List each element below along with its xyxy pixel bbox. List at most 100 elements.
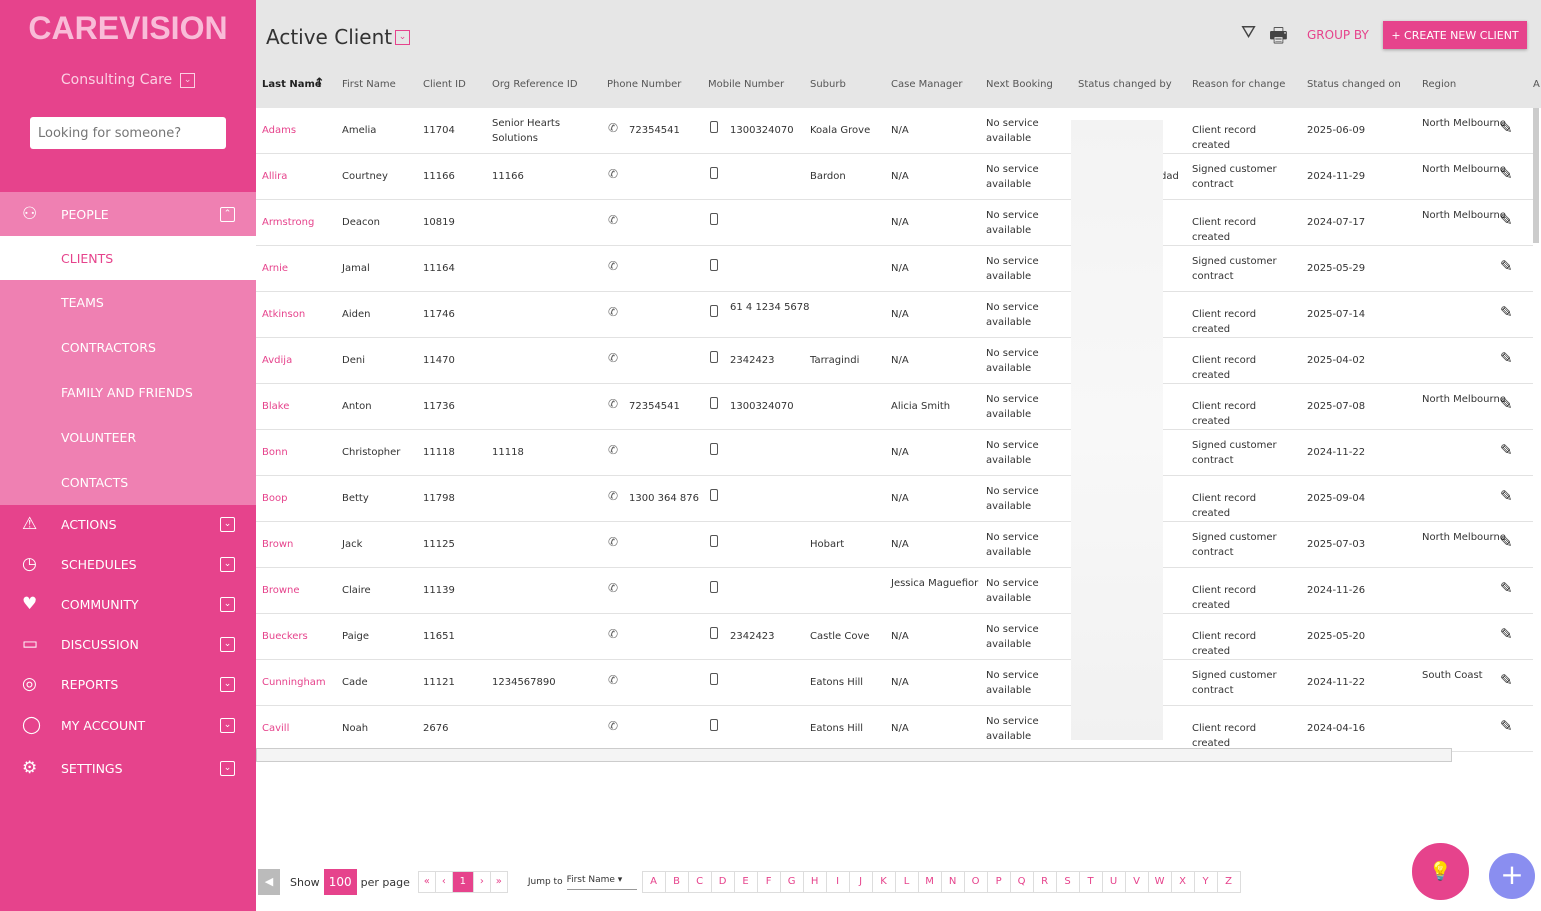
page-1-button[interactable]: 1 (451, 871, 474, 893)
phone-icon[interactable]: ✆ (608, 535, 619, 549)
column-header[interactable]: Last Name ↑ (262, 76, 325, 91)
jump-letter-h[interactable]: H (802, 871, 827, 893)
phone-icon[interactable]: ✆ (608, 351, 619, 365)
mobile-icon[interactable] (710, 443, 718, 455)
chevron-down-icon[interactable]: ⌄ (220, 760, 235, 776)
lightbulb-button[interactable]: 💡 (1412, 843, 1469, 900)
phone-icon[interactable]: ✆ (608, 305, 619, 319)
column-header[interactable]: A (1533, 79, 1540, 90)
edit-icon[interactable]: ✎ (1500, 625, 1513, 643)
group-by-button[interactable]: GROUP BY (1307, 28, 1369, 42)
sidebar-item-reports[interactable]: ◎ REPORTS ⌄ (0, 664, 256, 704)
chevron-down-icon[interactable]: ⌄ (180, 72, 196, 88)
column-header[interactable]: Status changed on (1307, 79, 1401, 90)
cell-last-name[interactable]: Arnie (262, 263, 289, 274)
jump-letter-r[interactable]: R (1032, 871, 1057, 893)
cell-last-name[interactable]: Adams (262, 125, 297, 136)
cell-last-name[interactable]: Allira (262, 171, 288, 182)
phone-icon[interactable]: ✆ (608, 581, 619, 595)
mobile-icon[interactable] (710, 259, 718, 271)
table-row[interactable]: Cunningham Cade 11121 1234567890 Eatons Hill… (256, 660, 1533, 706)
mobile-icon[interactable] (710, 489, 718, 501)
table-row[interactable]: Arnie Jamal 11164 N/A No service available Si… (256, 246, 1533, 292)
column-header[interactable]: Phone Number (607, 79, 682, 90)
create-new-client-button[interactable]: + CREATE NEW CLIENT (1383, 21, 1527, 49)
edit-icon[interactable]: ✎ (1500, 303, 1513, 321)
jump-letter-t[interactable]: T (1078, 871, 1103, 893)
cell-last-name[interactable]: Bonn (262, 447, 288, 458)
mobile-icon[interactable] (710, 627, 718, 639)
table-row[interactable]: Adams Amelia 11704 Senior Hearts Solutions 7… (256, 108, 1533, 154)
sidebar-item-family-and-friends[interactable]: FAMILY AND FRIENDS (0, 370, 256, 415)
sidebar-item-teams[interactable]: TEAMS (0, 280, 256, 325)
jump-letter-l[interactable]: L (894, 871, 919, 893)
table-row[interactable]: Browne Claire 11139 Jessica Maguefior No ser… (256, 568, 1533, 614)
sidebar-item-clients[interactable]: CLIENTS (0, 236, 256, 280)
jump-letter-s[interactable]: S (1055, 871, 1080, 893)
sidebar-item-people[interactable]: ⚇ PEOPLE ⌃ (0, 192, 256, 236)
edit-icon[interactable]: ✎ (1500, 395, 1513, 413)
sidebar-item-discussion[interactable]: ▭ DISCUSSION ⌄ (0, 624, 256, 664)
sidebar-item-settings[interactable]: ⚙ SETTINGS ⌄ (0, 748, 256, 788)
sidebar-item-contractors[interactable]: CONTRACTORS (0, 325, 256, 370)
mobile-icon[interactable] (710, 673, 718, 685)
sidebar-item-my-account[interactable]: ◯ MY ACCOUNT ⌄ (0, 705, 256, 745)
column-header[interactable]: Next Booking (986, 79, 1053, 90)
edit-icon[interactable]: ✎ (1500, 211, 1513, 229)
column-header[interactable]: Client ID (423, 79, 466, 90)
edit-icon[interactable]: ✎ (1500, 717, 1513, 735)
column-header[interactable]: Suburb (810, 79, 846, 90)
org-selector[interactable]: Consulting Care ⌄ (0, 72, 256, 88)
jump-letter-x[interactable]: X (1170, 871, 1195, 893)
phone-icon[interactable]: ✆ (608, 259, 619, 273)
table-row[interactable]: Bueckers Paige 11651 2342423 Castle Cove N/A N… (256, 614, 1533, 660)
jump-field-select[interactable]: First Name ▾ (566, 875, 637, 890)
edit-icon[interactable]: ✎ (1500, 165, 1513, 183)
edit-icon[interactable]: ✎ (1500, 257, 1513, 275)
phone-icon[interactable]: ✆ (608, 719, 619, 733)
cell-last-name[interactable]: Cavill (262, 723, 290, 734)
jump-letter-p[interactable]: P (986, 871, 1011, 893)
jump-letter-y[interactable]: Y (1193, 871, 1218, 893)
chevron-down-icon[interactable]: ⌄ (220, 676, 235, 692)
phone-icon[interactable]: ✆ (608, 673, 619, 687)
cell-last-name[interactable]: Avdija (262, 355, 293, 366)
edit-icon[interactable]: ✎ (1500, 349, 1513, 367)
jump-letter-o[interactable]: O (963, 871, 988, 893)
column-header[interactable]: First Name (342, 79, 396, 90)
phone-icon[interactable]: ✆ (608, 397, 619, 411)
table-row[interactable]: Cavill Noah 2676 Eatons Hill N/A No service a… (256, 706, 1533, 752)
add-button[interactable]: + (1489, 853, 1535, 899)
column-header[interactable]: Status changed by (1078, 79, 1172, 90)
edit-icon[interactable]: ✎ (1500, 671, 1513, 689)
table-row[interactable]: Brown Jack 11125 Hobart N/A No service availa… (256, 522, 1533, 568)
horizontal-scrollbar[interactable] (256, 748, 1452, 762)
filter-icon[interactable]: ⛛ (1241, 22, 1257, 43)
cell-last-name[interactable]: Atkinson (262, 309, 306, 320)
mobile-icon[interactable] (710, 535, 718, 547)
first-page-button[interactable]: « (417, 871, 436, 893)
sidebar-item-volunteer[interactable]: VOLUNTEER (0, 415, 256, 460)
cell-last-name[interactable]: Blake (262, 401, 290, 412)
jump-letter-g[interactable]: G (779, 871, 804, 893)
sidebar-item-contacts[interactable]: CONTACTS (0, 460, 256, 505)
chevron-down-icon[interactable]: ⌄ (220, 636, 235, 652)
jump-letter-a[interactable]: A (641, 871, 666, 893)
jump-letter-k[interactable]: K (871, 871, 896, 893)
print-icon[interactable]: 🖶 (1269, 23, 1288, 47)
jump-letter-d[interactable]: D (710, 871, 735, 893)
chevron-down-icon[interactable]: ⌄ (220, 596, 235, 612)
edit-icon[interactable]: ✎ (1500, 119, 1513, 137)
table-row[interactable]: Blake Anton 11736 72354541 1300324070 Alicia … (256, 384, 1533, 430)
mobile-icon[interactable] (710, 167, 718, 179)
edit-icon[interactable]: ✎ (1500, 487, 1513, 505)
column-header[interactable]: Case Manager (891, 79, 963, 90)
sidebar-item-schedules[interactable]: ◷ SCHEDULES ⌄ (0, 544, 256, 584)
search-input[interactable] (30, 117, 226, 149)
phone-icon[interactable]: ✆ (608, 213, 619, 227)
column-header[interactable]: Region (1422, 79, 1457, 90)
table-row[interactable]: Allira Courtney 11166 11166 Bardon N/A No serv… (256, 154, 1533, 200)
jump-letter-v[interactable]: V (1124, 871, 1149, 893)
mobile-icon[interactable] (710, 351, 718, 363)
table-row[interactable]: Bonn Christopher 11118 11118 N/A No service a… (256, 430, 1533, 476)
